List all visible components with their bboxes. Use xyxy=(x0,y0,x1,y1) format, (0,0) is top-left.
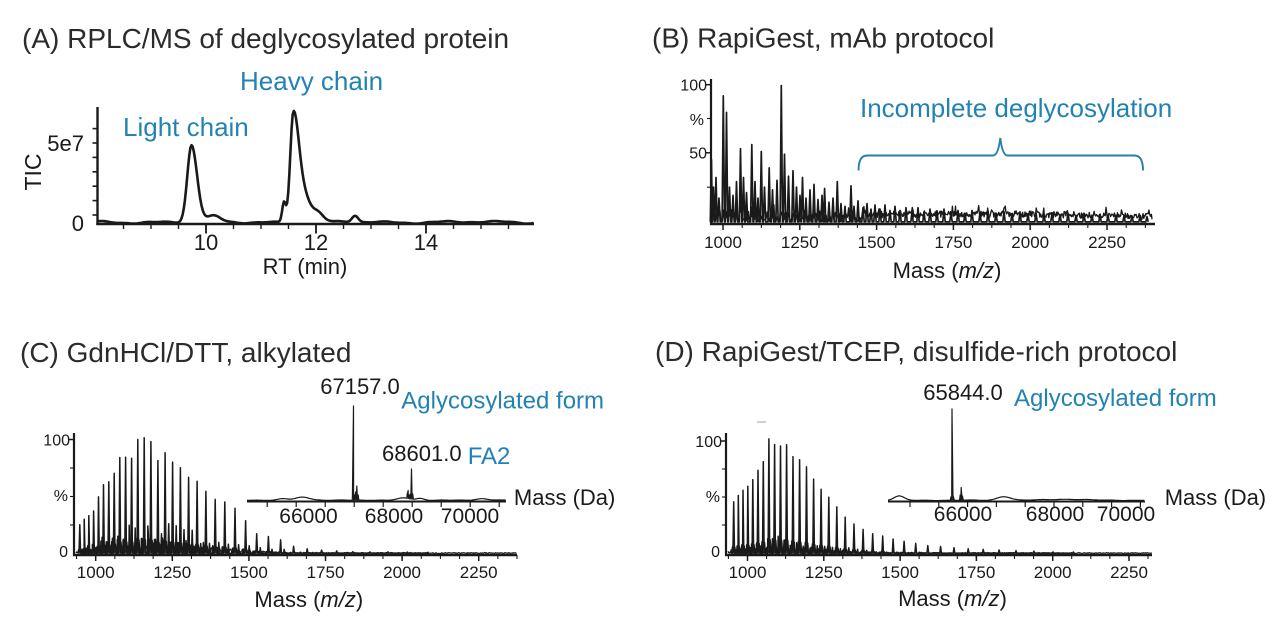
svg-text:66000: 66000 xyxy=(934,503,992,526)
svg-text:): ) xyxy=(356,587,363,612)
svg-text:2250: 2250 xyxy=(1110,563,1148,582)
svg-text:1000: 1000 xyxy=(729,563,767,582)
svg-text:m/z: m/z xyxy=(964,586,999,611)
svg-text:(B) RapiGest, mAb protocol: (B) RapiGest, mAb protocol xyxy=(652,23,994,54)
svg-text:Mass (Da): Mass (Da) xyxy=(1165,485,1266,510)
svg-text:TIC: TIC xyxy=(20,153,46,190)
svg-text:0: 0 xyxy=(711,544,720,561)
svg-text:Mass (: Mass ( xyxy=(254,587,321,612)
svg-text:1500: 1500 xyxy=(881,563,919,582)
svg-text:2000: 2000 xyxy=(1011,233,1049,252)
svg-text:1500: 1500 xyxy=(858,233,896,252)
svg-text:Heavy chain: Heavy chain xyxy=(240,66,383,96)
svg-text:14: 14 xyxy=(414,230,438,255)
svg-text:0: 0 xyxy=(72,211,84,236)
svg-text:10: 10 xyxy=(194,230,218,255)
svg-text:2000: 2000 xyxy=(383,563,421,582)
svg-text:70000: 70000 xyxy=(1097,503,1155,526)
svg-text:2000: 2000 xyxy=(1034,563,1072,582)
svg-text:1000: 1000 xyxy=(704,233,742,252)
svg-text:66000: 66000 xyxy=(279,505,337,528)
svg-text:1500: 1500 xyxy=(230,563,268,582)
svg-text:Mass (: Mass ( xyxy=(893,258,960,283)
svg-text:Mass (: Mass ( xyxy=(898,586,965,611)
svg-text:): ) xyxy=(994,258,1001,283)
svg-text:Aglycosylated form: Aglycosylated form xyxy=(401,388,604,415)
svg-text:1250: 1250 xyxy=(153,563,191,582)
svg-text:FA2: FA2 xyxy=(468,443,511,470)
svg-text:1750: 1750 xyxy=(307,563,345,582)
svg-text:2250: 2250 xyxy=(1088,233,1126,252)
svg-text:(D) RapiGest/TCEP, disulfide-r: (D) RapiGest/TCEP, disulfide-rich protoc… xyxy=(655,336,1177,367)
svg-text:68601.0: 68601.0 xyxy=(382,441,462,466)
svg-text:1750: 1750 xyxy=(934,233,972,252)
svg-text:m/z: m/z xyxy=(959,258,994,283)
svg-text:): ) xyxy=(1000,586,1007,611)
svg-text:2250: 2250 xyxy=(460,563,498,582)
svg-text:68000: 68000 xyxy=(365,505,423,528)
svg-text:12: 12 xyxy=(304,230,328,255)
svg-text:100: 100 xyxy=(695,434,722,451)
svg-text:5e7: 5e7 xyxy=(47,131,84,156)
svg-text:1250: 1250 xyxy=(781,233,819,252)
svg-text:0: 0 xyxy=(59,544,68,561)
svg-text:68000: 68000 xyxy=(1026,503,1084,526)
svg-text:1750: 1750 xyxy=(957,563,995,582)
svg-text:67157.0: 67157.0 xyxy=(320,374,400,399)
svg-text:%: % xyxy=(690,112,704,129)
svg-text:RT (min): RT (min) xyxy=(263,254,348,279)
svg-text:Aglycosylated form: Aglycosylated form xyxy=(1014,385,1217,412)
svg-text:100: 100 xyxy=(43,433,70,450)
svg-text:Incomplete deglycosylation: Incomplete deglycosylation xyxy=(860,93,1172,123)
svg-text:1000: 1000 xyxy=(77,563,115,582)
svg-text:(A) RPLC/MS of deglycosylated: (A) RPLC/MS of deglycosylated protein xyxy=(22,23,509,54)
svg-text:Mass (Da): Mass (Da) xyxy=(514,485,615,510)
svg-text:%: % xyxy=(54,488,68,505)
svg-text:Light chain: Light chain xyxy=(123,112,249,142)
svg-text:70000: 70000 xyxy=(441,505,499,528)
svg-text:(C) GdnHCl/DTT, alkylated: (C) GdnHCl/DTT, alkylated xyxy=(20,337,351,368)
svg-text:m/z: m/z xyxy=(320,587,355,612)
svg-text:100: 100 xyxy=(680,78,707,95)
svg-text:%: % xyxy=(706,489,720,506)
svg-text:1250: 1250 xyxy=(805,563,843,582)
svg-text:65844.0: 65844.0 xyxy=(923,380,1003,405)
svg-text:50: 50 xyxy=(689,146,707,163)
